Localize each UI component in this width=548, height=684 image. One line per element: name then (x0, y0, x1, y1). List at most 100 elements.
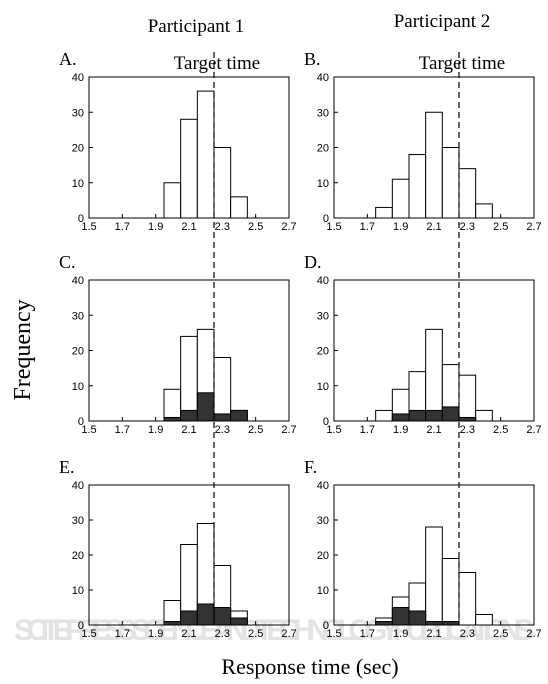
histogram-bar (180, 335, 198, 422)
x-tick-label: 1.5 (326, 221, 341, 233)
x-axis-label: Response time (sec) (221, 654, 398, 679)
y-tick-label: 20 (72, 346, 84, 358)
histogram-bar (163, 388, 182, 422)
y-tick-label: 40 (72, 72, 84, 84)
panel-f: 0 10 20 30 40 1.5 1.7 1.9 2.1 2.3 2.5 2.7 F. (304, 457, 542, 640)
histogram-bar (425, 328, 443, 422)
x-tick-label: 2.7 (526, 221, 541, 233)
histogram-bar-dark (196, 603, 215, 626)
panel-label: A. (59, 49, 77, 69)
histogram-bar-dark (391, 607, 410, 626)
y-axis-label: Frequency (10, 299, 36, 400)
y-tick-label: 0 (78, 620, 84, 632)
x-tick-label: 2.7 (526, 628, 541, 640)
y-tick-label: 30 (317, 107, 329, 119)
histogram-bar (163, 182, 182, 219)
target-time-label: Target time (174, 53, 260, 74)
histogram-bar (458, 168, 477, 219)
y-tick-label: 20 (72, 143, 84, 155)
histogram-bar (180, 118, 198, 219)
x-tick-label: 1.5 (326, 628, 341, 640)
histogram-bar (475, 203, 493, 219)
panel-label: C. (59, 252, 76, 272)
histogram-bar-dark (213, 607, 232, 626)
x-tick-label: 2.7 (526, 424, 541, 436)
x-tick-label: 1.7 (115, 628, 130, 640)
y-tick-label: 30 (72, 310, 84, 322)
y-tick-label: 10 (72, 381, 84, 393)
y-tick-label: 20 (317, 550, 329, 562)
histogram-bar-dark (458, 416, 477, 422)
histogram-bar (441, 147, 460, 219)
x-tick-label: 1.9 (393, 424, 408, 436)
x-tick-label: 2.7 (281, 221, 296, 233)
x-tick-label: 1.9 (393, 221, 408, 233)
y-tick-label: 30 (72, 515, 84, 527)
panel-b: 0 10 20 30 40 1.5 1.7 1.9 2.1 2.3 2.5 2.7 B. Target t… (304, 49, 542, 233)
x-tick-label: 2.5 (493, 221, 508, 233)
histogram-bar (196, 90, 215, 219)
y-tick-label: 30 (72, 107, 84, 119)
x-tick-label: 2.5 (248, 424, 263, 436)
y-tick-label: 0 (323, 416, 329, 428)
x-tick-label: 2.3 (215, 221, 230, 233)
y-tick-label: 0 (78, 213, 84, 225)
x-tick-label: 2.3 (460, 424, 475, 436)
y-tick-label: 20 (72, 550, 84, 562)
x-tick-label: 1.5 (81, 424, 96, 436)
histogram-bar-dark (408, 610, 427, 626)
y-tick-label: 10 (317, 178, 329, 190)
histogram-bar (475, 409, 493, 422)
y-tick-label: 40 (72, 275, 84, 287)
histogram-bar-dark (391, 413, 410, 422)
histogram-bar (425, 111, 443, 219)
y-tick-label: 0 (323, 620, 329, 632)
histogram-bar-dark (196, 392, 215, 422)
x-tick-label: 2.3 (215, 424, 230, 436)
histogram-bar-dark (180, 610, 198, 626)
histogram-bar (441, 558, 460, 626)
panel-label: F. (304, 457, 317, 477)
panel-label: B. (304, 49, 321, 69)
histogram-bar (213, 357, 232, 422)
x-tick-label: 2.1 (426, 221, 441, 233)
x-tick-label: 2.1 (181, 221, 196, 233)
x-tick-label: 2.5 (248, 221, 263, 233)
y-tick-label: 30 (317, 310, 329, 322)
histogram-bar-dark (425, 409, 443, 422)
x-tick-label: 2.5 (248, 628, 263, 640)
histogram-bar (391, 178, 410, 219)
histogram-bar-dark (230, 409, 248, 422)
panels: 0 10 20 30 40 1.5 1.7 1.9 2.1 2.3 2.5 2.7 A. Target t… (59, 49, 542, 640)
x-tick-label: 2.1 (426, 628, 441, 640)
x-tick-label: 2.5 (493, 628, 508, 640)
panel-label: D. (304, 252, 322, 272)
y-tick-label: 30 (317, 515, 329, 527)
x-tick-label: 1.5 (81, 628, 96, 640)
x-tick-label: 2.3 (215, 628, 230, 640)
y-tick-label: 40 (72, 480, 84, 492)
panel-d: 0 10 20 30 40 1.5 1.7 1.9 2.1 2.3 2.5 2.7 D. (304, 252, 542, 436)
x-tick-label: 1.7 (360, 424, 375, 436)
histogram-bar-dark (180, 409, 198, 422)
y-tick-label: 40 (317, 72, 329, 84)
x-tick-label: 2.5 (493, 424, 508, 436)
x-tick-label: 1.5 (81, 221, 96, 233)
y-tick-label: 10 (72, 178, 84, 190)
panel-e: 0 10 20 30 40 1.5 1.7 1.9 2.1 2.3 2.5 2.7 E. (59, 457, 297, 640)
y-tick-label: 20 (317, 346, 329, 358)
x-tick-label: 1.9 (148, 221, 163, 233)
x-tick-label: 2.1 (181, 628, 196, 640)
y-tick-label: 0 (323, 213, 329, 225)
histogram-bar (425, 526, 443, 626)
x-tick-label: 1.9 (148, 628, 163, 640)
x-tick-label: 2.1 (426, 424, 441, 436)
x-tick-label: 1.7 (115, 221, 130, 233)
x-tick-label: 1.7 (115, 424, 130, 436)
histogram-bar (230, 196, 248, 219)
x-tick-label: 1.7 (360, 628, 375, 640)
histogram-bar (475, 614, 493, 626)
histogram-bar-dark (425, 621, 443, 626)
histogram-bar-dark (163, 621, 182, 626)
